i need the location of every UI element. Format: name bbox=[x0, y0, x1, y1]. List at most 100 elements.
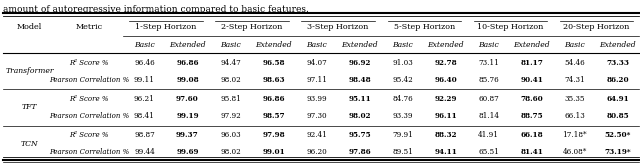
Text: 73.19*: 73.19* bbox=[605, 148, 631, 156]
Text: 98.41: 98.41 bbox=[134, 112, 155, 120]
Text: 80.85: 80.85 bbox=[607, 112, 629, 120]
Text: 41.91: 41.91 bbox=[478, 131, 499, 139]
Text: Basic: Basic bbox=[134, 41, 155, 49]
Text: 98.02: 98.02 bbox=[220, 148, 241, 156]
Text: 96.20: 96.20 bbox=[306, 148, 327, 156]
Text: 93.39: 93.39 bbox=[392, 112, 413, 120]
Text: Extended: Extended bbox=[341, 41, 378, 49]
Text: 17.18*: 17.18* bbox=[563, 131, 587, 139]
Text: 98.48: 98.48 bbox=[348, 76, 371, 84]
Text: 2-Step Horizon: 2-Step Horizon bbox=[221, 23, 283, 31]
Text: 97.86: 97.86 bbox=[348, 148, 371, 156]
Text: 66.13: 66.13 bbox=[564, 112, 585, 120]
Text: 90.41: 90.41 bbox=[520, 76, 543, 84]
Text: 88.32: 88.32 bbox=[435, 131, 457, 139]
Text: 92.41: 92.41 bbox=[306, 131, 327, 139]
Text: 99.01: 99.01 bbox=[262, 148, 285, 156]
Text: 1-Step Horizon: 1-Step Horizon bbox=[135, 23, 196, 31]
Text: 98.57: 98.57 bbox=[262, 112, 285, 120]
Text: 97.60: 97.60 bbox=[176, 95, 199, 103]
Text: 99.08: 99.08 bbox=[176, 76, 199, 84]
Text: 88.75: 88.75 bbox=[520, 112, 543, 120]
Text: Pearson Correlation %: Pearson Correlation % bbox=[49, 148, 129, 156]
Text: 95.11: 95.11 bbox=[348, 95, 371, 103]
Text: 93.99: 93.99 bbox=[307, 95, 327, 103]
Text: 79.91: 79.91 bbox=[392, 131, 413, 139]
Text: 92.78: 92.78 bbox=[435, 59, 457, 67]
Text: 84.76: 84.76 bbox=[392, 95, 413, 103]
Text: 81.41: 81.41 bbox=[520, 148, 543, 156]
Text: 81.14: 81.14 bbox=[478, 112, 499, 120]
Text: Transformer: Transformer bbox=[5, 67, 54, 75]
Text: 96.86: 96.86 bbox=[262, 95, 285, 103]
Text: 96.03: 96.03 bbox=[220, 131, 241, 139]
Text: 99.11: 99.11 bbox=[134, 76, 155, 84]
Text: 99.44: 99.44 bbox=[134, 148, 155, 156]
Text: 46.08*: 46.08* bbox=[563, 148, 587, 156]
Text: TFT: TFT bbox=[22, 103, 37, 111]
Text: Basic: Basic bbox=[478, 41, 499, 49]
Text: 99.37: 99.37 bbox=[176, 131, 199, 139]
Text: 91.03: 91.03 bbox=[392, 59, 413, 67]
Text: TCN: TCN bbox=[20, 140, 38, 147]
Text: 94.07: 94.07 bbox=[306, 59, 327, 67]
Text: 54.46: 54.46 bbox=[564, 59, 585, 67]
Text: Basic: Basic bbox=[306, 41, 327, 49]
Text: 95.42: 95.42 bbox=[392, 76, 413, 84]
Text: 78.60: 78.60 bbox=[520, 95, 543, 103]
Text: Basic: Basic bbox=[392, 41, 413, 49]
Text: 96.46: 96.46 bbox=[134, 59, 155, 67]
Text: R² Score %: R² Score % bbox=[70, 95, 109, 103]
Text: 95.75: 95.75 bbox=[348, 131, 371, 139]
Text: 95.81: 95.81 bbox=[220, 95, 241, 103]
Text: 96.21: 96.21 bbox=[134, 95, 155, 103]
Text: Pearson Correlation %: Pearson Correlation % bbox=[49, 76, 129, 84]
Text: 73.11: 73.11 bbox=[478, 59, 499, 67]
Text: 85.76: 85.76 bbox=[478, 76, 499, 84]
Text: 86.20: 86.20 bbox=[607, 76, 629, 84]
Text: 96.92: 96.92 bbox=[348, 59, 371, 67]
Text: 99.69: 99.69 bbox=[176, 148, 198, 156]
Text: 64.91: 64.91 bbox=[607, 95, 629, 103]
Text: 98.02: 98.02 bbox=[220, 76, 241, 84]
Text: 35.35: 35.35 bbox=[564, 95, 585, 103]
Text: 97.11: 97.11 bbox=[306, 76, 327, 84]
Text: 96.11: 96.11 bbox=[435, 112, 457, 120]
Text: 94.47: 94.47 bbox=[220, 59, 241, 67]
Text: Basic: Basic bbox=[564, 41, 585, 49]
Text: 5-Step Horizon: 5-Step Horizon bbox=[394, 23, 455, 31]
Text: Basic: Basic bbox=[220, 41, 241, 49]
Text: Pearson Correlation %: Pearson Correlation % bbox=[49, 112, 129, 120]
Text: Extended: Extended bbox=[169, 41, 205, 49]
Text: 96.86: 96.86 bbox=[176, 59, 198, 67]
Text: 3-Step Horizon: 3-Step Horizon bbox=[307, 23, 369, 31]
Text: Model: Model bbox=[17, 23, 42, 31]
Text: 81.17: 81.17 bbox=[520, 59, 543, 67]
Text: 98.63: 98.63 bbox=[262, 76, 285, 84]
Text: R² Score %: R² Score % bbox=[70, 59, 109, 67]
Text: 97.98: 97.98 bbox=[262, 131, 285, 139]
Text: 92.29: 92.29 bbox=[435, 95, 457, 103]
Text: Extended: Extended bbox=[600, 41, 636, 49]
Text: Extended: Extended bbox=[428, 41, 464, 49]
Text: Metric: Metric bbox=[76, 23, 103, 31]
Text: 97.30: 97.30 bbox=[307, 112, 327, 120]
Text: 98.87: 98.87 bbox=[134, 131, 155, 139]
Text: 65.51: 65.51 bbox=[478, 148, 499, 156]
Text: 73.33: 73.33 bbox=[606, 59, 629, 67]
Text: 97.92: 97.92 bbox=[220, 112, 241, 120]
Text: 52.50*: 52.50* bbox=[605, 131, 631, 139]
Text: 96.58: 96.58 bbox=[262, 59, 285, 67]
Text: 98.02: 98.02 bbox=[348, 112, 371, 120]
Text: 60.87: 60.87 bbox=[478, 95, 499, 103]
Text: Extended: Extended bbox=[513, 41, 550, 49]
Text: 66.18: 66.18 bbox=[520, 131, 543, 139]
Text: 89.51: 89.51 bbox=[392, 148, 413, 156]
Text: 96.40: 96.40 bbox=[435, 76, 457, 84]
Text: Extended: Extended bbox=[255, 41, 292, 49]
Text: R² Score %: R² Score % bbox=[70, 131, 109, 139]
Text: 74.31: 74.31 bbox=[564, 76, 585, 84]
Text: 94.11: 94.11 bbox=[435, 148, 457, 156]
Text: 10-Step Horizon: 10-Step Horizon bbox=[477, 23, 543, 31]
Text: amount of autoregressive information compared to basic features.: amount of autoregressive information com… bbox=[3, 5, 309, 14]
